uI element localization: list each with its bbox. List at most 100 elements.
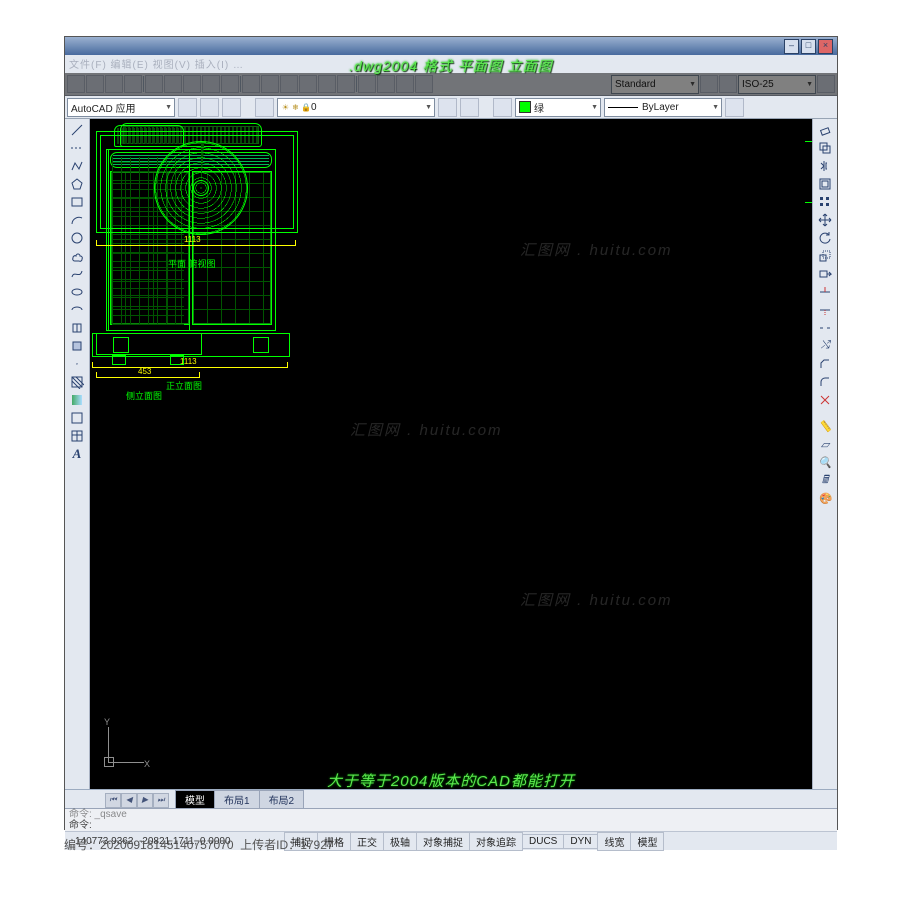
workspace-dropdown[interactable]: Standard <box>611 75 699 94</box>
layer-manager-icon[interactable] <box>255 98 274 117</box>
color-dropdown[interactable]: 绿 <box>515 98 601 117</box>
rotate-icon[interactable] <box>816 229 834 246</box>
gradient-icon[interactable] <box>68 391 86 408</box>
join-icon[interactable]: ⤭ <box>816 337 834 354</box>
arc-icon[interactable] <box>68 211 86 228</box>
polygon-icon[interactable] <box>68 175 86 192</box>
toolbar-btn[interactable] <box>493 98 512 117</box>
fan-circle <box>154 141 248 235</box>
polar-toggle[interactable]: 极轴 <box>383 832 417 851</box>
region-icon[interactable] <box>68 409 86 426</box>
text-icon[interactable]: A <box>68 445 86 462</box>
ucs-x-label: X <box>144 759 150 769</box>
calc-icon[interactable]: 🖩 <box>816 472 834 489</box>
chamfer-icon[interactable] <box>816 355 834 372</box>
circle-icon[interactable] <box>68 229 86 246</box>
copy-icon[interactable] <box>816 139 834 156</box>
trim-icon[interactable] <box>816 283 834 300</box>
watermark: 汇图网 . huitu.com <box>350 419 503 440</box>
insert-block-icon[interactable] <box>68 319 86 336</box>
area-icon[interactable]: ▱ <box>816 436 834 453</box>
watermark: 汇图网 . huitu.com <box>520 589 673 610</box>
command-line[interactable]: 命令: _qsave 命令: <box>65 808 837 831</box>
spline-icon[interactable] <box>68 265 86 282</box>
hatch-icon[interactable] <box>68 373 86 390</box>
ellipse-icon[interactable] <box>68 283 86 300</box>
side-base <box>96 333 202 355</box>
line-icon[interactable] <box>68 121 86 138</box>
toolbar-btn[interactable] <box>222 98 241 117</box>
qselect-icon[interactable]: 🔍 <box>816 454 834 471</box>
dimension-line <box>96 245 296 246</box>
window-titlebar: – □ × <box>65 37 837 55</box>
point-icon[interactable]: · <box>68 355 86 372</box>
scale-icon[interactable] <box>816 247 834 264</box>
minimize-button[interactable]: – <box>784 39 799 54</box>
cad-window: – □ × 文件(F) 编辑(E) 视图(V) 插入(I) … .dwg2004… <box>64 36 838 830</box>
style-dropdown[interactable]: AutoCAD 应用 <box>67 98 175 117</box>
layer-dropdown[interactable]: ☀❄🔒0 <box>277 98 435 117</box>
revcloud-icon[interactable] <box>68 247 86 264</box>
ellipse-arc-icon[interactable] <box>68 301 86 318</box>
view-caption: 平面 俯视图 <box>168 257 216 270</box>
drawing-canvas[interactable]: 1113 正立面图 453 侧立面图 <box>90 119 812 789</box>
ducs-toggle[interactable]: DUCS <box>522 834 564 849</box>
color-label: 绿 <box>534 100 544 115</box>
tab-layout1[interactable]: 布局1 <box>214 790 260 808</box>
break-icon[interactable] <box>816 319 834 336</box>
stretch-icon[interactable] <box>816 265 834 282</box>
dimension-text: 453 <box>138 367 151 376</box>
rectangle-icon[interactable] <box>68 193 86 210</box>
side-feet <box>108 355 188 365</box>
toolbar-btn[interactable] <box>200 98 219 117</box>
ortho-toggle[interactable]: 正交 <box>350 832 384 851</box>
toolbar-btn[interactable] <box>725 98 744 117</box>
layer-name: 0 <box>311 102 317 113</box>
polyline-icon[interactable] <box>68 157 86 174</box>
tab-model[interactable]: 模型 <box>175 790 215 808</box>
view-caption: 正立面图 <box>166 379 202 392</box>
make-block-icon[interactable] <box>68 337 86 354</box>
mirror-icon[interactable] <box>816 157 834 174</box>
standard-toolbar[interactable]: Standard ISO-25 <box>65 73 837 96</box>
erase-icon[interactable] <box>816 121 834 138</box>
dimstyle-dropdown[interactable]: ISO-25 <box>738 75 816 94</box>
page-root: – □ × 文件(F) 编辑(E) 视图(V) 插入(I) … .dwg2004… <box>0 0 900 900</box>
draw-toolbar[interactable]: · A <box>65 119 90 789</box>
ucs-y-label: Y <box>104 717 110 727</box>
palette-icon[interactable]: 🎨 <box>816 490 834 507</box>
close-button[interactable]: × <box>818 39 833 54</box>
footer-id: 20200918145140757070 <box>100 838 233 852</box>
fillet-icon[interactable] <box>816 373 834 390</box>
maximize-button[interactable]: □ <box>801 39 816 54</box>
command-prompt[interactable]: 命令: <box>69 820 833 831</box>
construction-line-icon[interactable] <box>68 139 86 156</box>
toolbar-btn[interactable] <box>460 98 479 117</box>
offset-icon[interactable] <box>816 175 834 192</box>
toolbar-btn[interactable] <box>178 98 197 117</box>
watermark: 汇图网 . huitu.com <box>520 239 673 260</box>
dyn-toggle[interactable]: DYN <box>563 834 598 849</box>
linetype-dropdown[interactable]: ByLayer <box>604 98 722 117</box>
array-icon[interactable] <box>816 193 834 210</box>
model-toggle[interactable]: 模型 <box>630 832 664 851</box>
extend-icon[interactable] <box>816 301 834 318</box>
table-icon[interactable] <box>68 427 86 444</box>
otrack-toggle[interactable]: 对象追踪 <box>469 832 523 851</box>
tab-layout2[interactable]: 布局2 <box>259 790 305 808</box>
toolbar-btn[interactable] <box>438 98 457 117</box>
dist-icon[interactable]: 📏 <box>816 418 834 435</box>
layout-tabs[interactable]: ⏮◀▶⏭ 模型 布局1 布局2 <box>65 789 837 808</box>
page-footer: 编号：20200918145140757070 上传者ID：17927 <box>64 836 334 853</box>
osnap-toggle[interactable]: 对象捕捉 <box>416 832 470 851</box>
ucs-icon: Y X <box>102 719 152 769</box>
modify-toolbar[interactable]: ⤭ 📏 ▱ 🔍 🖩 🎨 <box>812 119 837 789</box>
dimension-text: 1113 <box>184 235 201 244</box>
tab-nav[interactable]: ⏮◀▶⏭ <box>105 793 169 808</box>
lwt-toggle[interactable]: 线宽 <box>597 832 631 851</box>
properties-toolbar[interactable]: AutoCAD 应用 ☀❄🔒0 绿 ByLayer <box>65 96 837 119</box>
explode-icon[interactable] <box>816 391 834 408</box>
move-icon[interactable] <box>816 211 834 228</box>
view-caption: 侧立面图 <box>126 389 162 402</box>
plan-side-protrusion <box>805 141 812 203</box>
